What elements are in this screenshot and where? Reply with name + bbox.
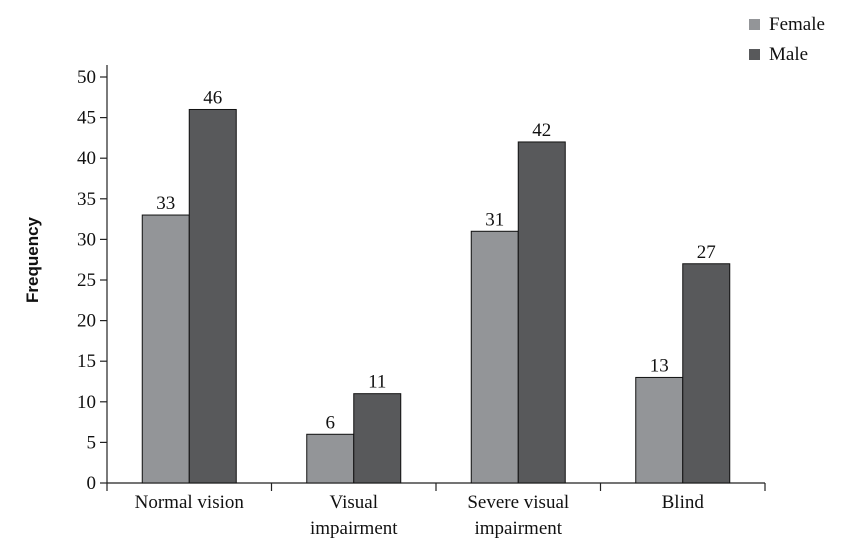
y-tick-label: 30 [77,229,96,250]
y-tick-label: 10 [77,392,96,413]
y-tick-label: 45 [77,108,96,129]
y-tick-label: 5 [87,432,97,453]
y-tick-label: 0 [87,473,97,494]
y-tick-label: 25 [77,270,96,291]
bar-value-label: 33 [156,193,175,214]
bar-value-label: 11 [368,372,386,393]
bar-value-label: 46 [203,87,222,108]
bar-male [353,393,402,484]
x-category-label-line: impairment [474,518,562,539]
legend-swatch-female [749,19,760,30]
legend-label-female: Female [769,14,825,35]
y-tick-label: 15 [77,351,96,372]
bar-male [188,108,237,484]
bar-female [306,433,355,484]
x-category-label: Blind [662,492,705,513]
legend-label-male: Male [769,44,808,65]
y-tick-label: 35 [77,189,96,210]
bar-female [141,214,190,484]
x-category-label-line: Severe visual [467,492,569,513]
x-category-label-line: Visual [330,492,378,513]
bars: 33 46 6 11 31 42 13 27 [141,87,731,484]
x-category-label-line: Blind [662,492,705,513]
x-category-label: Severe visual impairment [467,492,569,539]
x-category-label-line: Normal vision [135,492,245,513]
bar-value-label: 27 [697,242,716,263]
x-category-label: Visual impairment [310,492,398,539]
y-tick-label: 40 [77,148,96,169]
bar-value-label: 42 [532,120,551,141]
y-tick-label: 50 [77,67,96,88]
legend-swatch-male [749,49,760,60]
x-category-label-line: impairment [310,518,398,539]
bar-value-label: 6 [326,412,336,433]
y-tick-label: 20 [77,311,96,332]
bar-value-label: 31 [485,209,504,230]
legend: Female Male [749,14,825,65]
bar-male [682,263,731,484]
bar-male [517,141,566,484]
bar-female [635,376,684,484]
x-category-label: Normal vision [135,492,245,513]
bar-female [470,230,519,484]
bar-value-label: 13 [650,355,669,376]
y-axis-label: Frequency [23,216,42,303]
y-axis: 0 5 10 15 20 25 30 35 40 45 50 [77,65,108,494]
